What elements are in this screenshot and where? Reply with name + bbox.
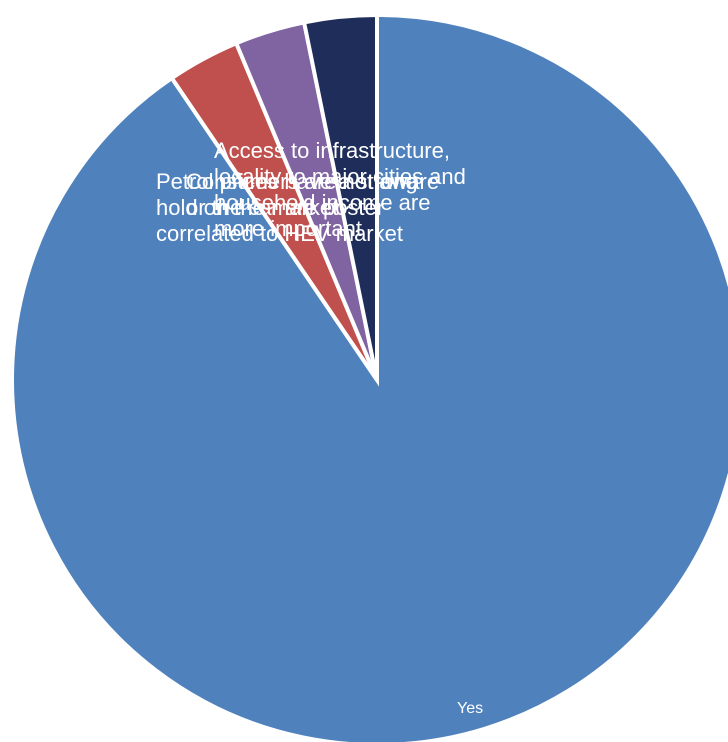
slice-label-consumers-2: or the car are poster xyxy=(186,195,384,220)
slice-label-consumers-1: Consumers are not aware xyxy=(186,169,439,194)
slice-label-yes: Yes xyxy=(457,700,483,717)
pie-labels: Yes Petrol prices have a strong hold on … xyxy=(156,138,483,717)
slice-label-petrol-2: hold on the market xyxy=(156,195,338,220)
pie-slices xyxy=(10,12,728,742)
slice-label-access-3: household income are xyxy=(214,190,430,215)
slice-label-petrol-3: correlated to HEV market xyxy=(156,221,403,246)
slice-label-access-4: more important xyxy=(214,216,362,241)
pie-slice-access xyxy=(301,12,379,381)
slice-label-access-1: Access to infrastructure, xyxy=(214,138,450,163)
slice-label-access-2: locality to major cities and xyxy=(214,164,466,189)
slice-label-petrol-1: Petrol prices have a strong xyxy=(156,169,418,194)
pie-slice-yes xyxy=(10,12,728,742)
